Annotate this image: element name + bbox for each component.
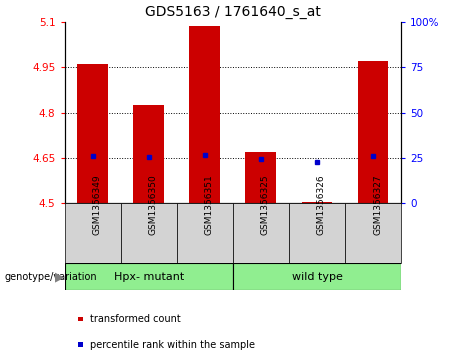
Text: GSM1356350: GSM1356350 bbox=[148, 175, 158, 236]
Text: transformed count: transformed count bbox=[89, 314, 180, 325]
Bar bbox=[245, 152, 276, 203]
Text: Hpx- mutant: Hpx- mutant bbox=[113, 272, 184, 282]
Text: ▶: ▶ bbox=[55, 270, 65, 283]
Bar bbox=[177, 203, 233, 263]
Bar bbox=[133, 105, 164, 203]
Text: GSM1356327: GSM1356327 bbox=[373, 175, 382, 235]
Bar bbox=[77, 64, 108, 203]
Bar bbox=[289, 203, 345, 263]
Bar bbox=[233, 263, 401, 290]
Text: percentile rank within the sample: percentile rank within the sample bbox=[89, 340, 254, 350]
Bar bbox=[189, 26, 220, 203]
Bar bbox=[65, 263, 233, 290]
Bar bbox=[301, 202, 332, 203]
Text: GSM1356349: GSM1356349 bbox=[93, 175, 101, 235]
Title: GDS5163 / 1761640_s_at: GDS5163 / 1761640_s_at bbox=[145, 5, 321, 19]
Bar bbox=[65, 203, 121, 263]
Bar bbox=[233, 203, 289, 263]
Bar bbox=[358, 61, 389, 203]
Bar bbox=[345, 203, 401, 263]
Text: GSM1356325: GSM1356325 bbox=[261, 175, 270, 235]
Bar bbox=[121, 203, 177, 263]
Text: genotype/variation: genotype/variation bbox=[5, 272, 97, 282]
Text: GSM1356326: GSM1356326 bbox=[317, 175, 326, 235]
Text: wild type: wild type bbox=[291, 272, 343, 282]
Text: GSM1356351: GSM1356351 bbox=[205, 175, 214, 236]
